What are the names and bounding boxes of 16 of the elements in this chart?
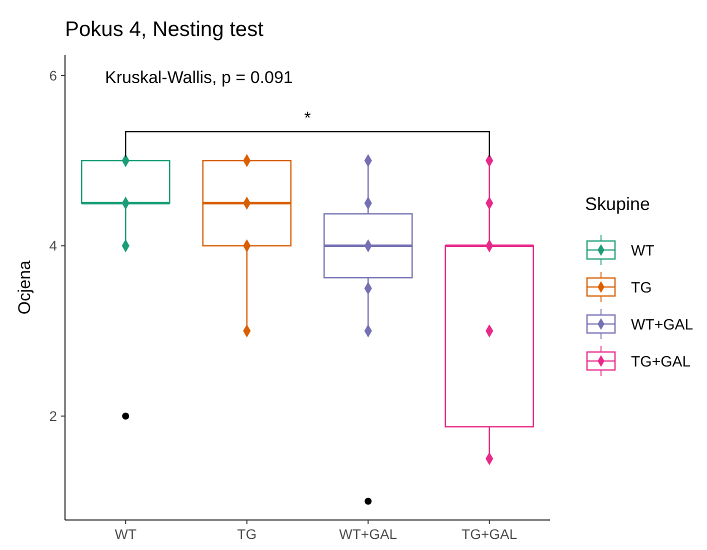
y-tick-label: 4	[49, 238, 58, 254]
chart-title: Pokus 4, Nesting test	[65, 18, 264, 41]
legend-label: TG	[631, 279, 652, 296]
x-tick-label: TG+GAL	[462, 526, 518, 542]
annotation: *	[304, 108, 312, 128]
legend-label: TG+GAL	[631, 353, 691, 370]
x-tick-label: WT+GAL	[339, 526, 398, 542]
legend-label: WT	[631, 242, 654, 260]
x-tick-label: TG	[237, 526, 257, 542]
y-tick-label: 6	[49, 67, 58, 84]
legend-title: Skupine	[585, 194, 650, 214]
legend-label: WT+GAL	[631, 316, 694, 334]
y-axis-title: Ocjena	[15, 260, 34, 314]
annotation: Kruskal-Wallis, p = 0.091	[105, 68, 293, 87]
y-tick-label: 2	[49, 408, 58, 424]
x-tick-label: WT	[114, 526, 137, 542]
